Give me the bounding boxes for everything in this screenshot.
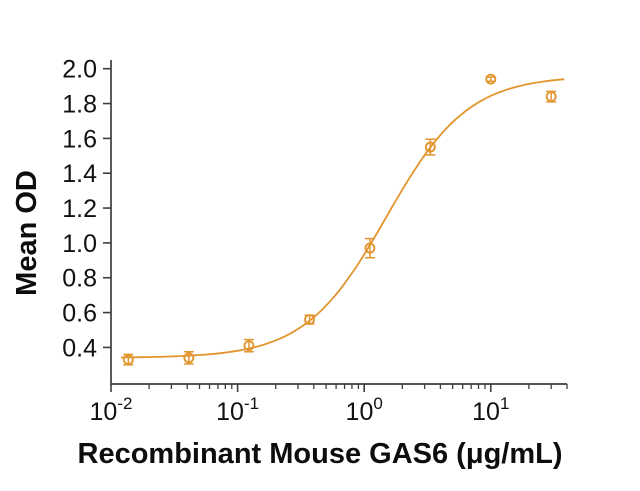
x-axis: 10-2 10-1 100 101	[90, 383, 568, 426]
fit-curve-path	[120, 78, 565, 359]
y-tick-label: 1.8	[62, 91, 97, 119]
y-axis-title: Mean OD	[11, 170, 43, 296]
y-tick-label: 1.4	[62, 160, 97, 188]
x-axis-title: Recombinant Mouse GAS6 (μg/mL)	[77, 438, 563, 470]
y-tick-label: 1.0	[62, 230, 97, 258]
x-tick-label: 10-1	[216, 394, 259, 426]
y-tick-label: 0.4	[62, 334, 97, 362]
data-points	[122, 73, 557, 366]
y-tick-label: 1.6	[62, 125, 97, 153]
x-tick-label: 10-2	[90, 394, 133, 426]
x-tick-label: 101	[472, 394, 509, 426]
data-point-marker	[485, 73, 497, 85]
x-tick-label: 100	[346, 394, 383, 426]
y-tick-label: 0.6	[62, 300, 97, 328]
y-tick-label: 2.0	[62, 56, 97, 84]
y-tick-label: 1.2	[62, 195, 97, 223]
fit-curve	[120, 78, 565, 359]
y-tick-label: 0.8	[62, 265, 97, 293]
y-axis: 0.4 0.6 0.8 1.0 1.2 1.4 1.6 1.8 2.0	[62, 56, 112, 385]
